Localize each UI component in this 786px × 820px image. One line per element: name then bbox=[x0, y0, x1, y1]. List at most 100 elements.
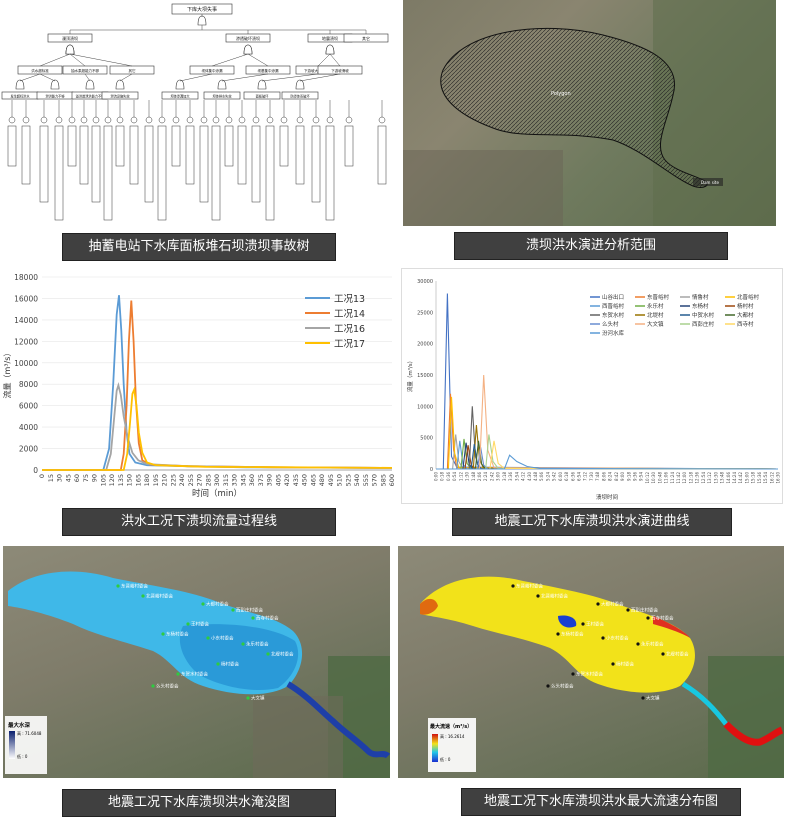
x-tick-label: 0:36 bbox=[446, 472, 451, 481]
village-marker bbox=[161, 632, 165, 636]
x-tick-label: 30 bbox=[56, 474, 64, 482]
level3-box-1-label: 泄洪能力不够 bbox=[45, 94, 65, 99]
tree-connector bbox=[261, 73, 319, 82]
basic-event-marker bbox=[378, 116, 386, 124]
x-tick-label: 225 bbox=[169, 474, 177, 486]
village-label: 杨村委会 bbox=[616, 661, 634, 668]
y-tick-label: 15000 bbox=[417, 373, 433, 379]
legend-label: 汾河水库 bbox=[602, 329, 625, 337]
x-tick-label: 60 bbox=[73, 474, 81, 482]
legend-label: 西彭庄村 bbox=[692, 320, 715, 328]
village-label: 大文镇 bbox=[646, 695, 660, 702]
x-tick-label: 240 bbox=[178, 474, 186, 486]
village-label: 么头村委会 bbox=[551, 683, 574, 690]
tree-connector bbox=[179, 73, 213, 82]
level2-box-4-label: 坝基集中渗漏 bbox=[258, 68, 279, 73]
y-tick-label: 10000 bbox=[14, 359, 38, 368]
legend-label: 工况17 bbox=[334, 339, 365, 350]
level3-box-4 bbox=[161, 91, 199, 100]
village-marker bbox=[536, 594, 540, 598]
basic-event-marker bbox=[326, 116, 334, 124]
y-tick-label: 0 bbox=[430, 467, 433, 473]
flow-chart-panel: 0 2000 4000 6000 8000 10000 12000 14000 16000 180… bbox=[0, 265, 396, 500]
x-tick-label: 0:00 bbox=[434, 472, 439, 481]
x-tick-label: 9:18 bbox=[626, 472, 631, 481]
x-tick-label: 12:18 bbox=[688, 472, 693, 484]
inundation-caption: 地震工况下水库溃坝洪水淹没图 bbox=[62, 789, 336, 817]
basic-event-box bbox=[79, 125, 89, 185]
basic-event-marker bbox=[296, 116, 304, 124]
village-label: 杨村委会 bbox=[221, 661, 239, 668]
flood-range-map: Polygon Dam site bbox=[403, 0, 776, 226]
level3-box-2-label: 溢洪道泄洪能力不够 bbox=[76, 94, 105, 99]
village-marker bbox=[601, 636, 605, 640]
basic-event-box bbox=[237, 125, 247, 185]
inundation-legend-high: 高 : 71.6048 bbox=[17, 730, 42, 736]
x-tick-label: 345 bbox=[239, 474, 247, 486]
tree-connector bbox=[39, 73, 56, 82]
flow-chart: 0200040006000800010000120001400016000180… bbox=[2, 273, 396, 499]
village-label: 西寺村委会 bbox=[651, 615, 674, 622]
x-tick-label: 600 bbox=[388, 474, 396, 486]
level1-box-3 bbox=[343, 33, 389, 43]
x-tick-label: 435 bbox=[292, 474, 300, 486]
y-tick-label: 6000 bbox=[19, 402, 38, 411]
inundation-svg: 最大水深 高 : 71.6048 低 : 0 东晋峪村委会北晋峪村委会大都村委会… bbox=[5, 571, 390, 778]
basic-event-box bbox=[67, 125, 77, 167]
level2-box-1-label: 抽水泵超能力不够 bbox=[71, 68, 99, 73]
level3-box-4-label: 坝体渗漏加大 bbox=[170, 94, 190, 99]
village-label: 东晋峪村委会 bbox=[516, 583, 543, 590]
legend-label: 杨村村 bbox=[737, 302, 754, 310]
level2-gate-5 bbox=[217, 79, 227, 90]
level1-box-1 bbox=[225, 33, 271, 43]
level3-box-6 bbox=[243, 91, 281, 100]
x-tick-label: 5:24 bbox=[545, 472, 550, 481]
basic-event-box bbox=[21, 125, 31, 185]
basic-event-box bbox=[344, 125, 354, 167]
level3-box-0-label: 发生超标洪水 bbox=[10, 94, 30, 99]
level2-gate-4 bbox=[175, 79, 185, 90]
x-tick-label: 3:18 bbox=[502, 472, 507, 481]
x-tick-label: 2:42 bbox=[489, 472, 494, 481]
top-or-gate bbox=[197, 15, 207, 26]
village-marker bbox=[611, 662, 615, 666]
village-marker bbox=[571, 672, 575, 676]
village-label: 西寺村委会 bbox=[256, 615, 279, 622]
y-tick-label: 0 bbox=[33, 466, 38, 475]
basic-event-marker bbox=[104, 116, 112, 124]
polygon-label: Polygon bbox=[551, 91, 571, 97]
basic-event-box bbox=[171, 125, 181, 167]
level1-box-3-label: 其它 bbox=[362, 35, 370, 41]
x-tick-label: 15:00 bbox=[744, 472, 749, 484]
tree-connector bbox=[19, 73, 41, 82]
basic-event-marker bbox=[55, 116, 63, 124]
village-label: 大文镇 bbox=[251, 695, 265, 702]
level3-box-7 bbox=[281, 91, 319, 100]
x-tick-label: 75 bbox=[82, 474, 90, 482]
x-tick-label: 270 bbox=[196, 474, 204, 486]
x-tick-label: 3:00 bbox=[496, 472, 501, 481]
basic-event-marker bbox=[40, 116, 48, 124]
basic-event-marker bbox=[252, 116, 260, 124]
y-axis-title: 流量（m³/s） bbox=[406, 358, 414, 392]
village-marker bbox=[646, 616, 650, 620]
x-tick-label: 525 bbox=[344, 474, 352, 486]
basic-event-box bbox=[224, 125, 234, 167]
village-marker bbox=[661, 652, 665, 656]
tree-connector bbox=[69, 53, 86, 67]
tree-connector bbox=[84, 73, 91, 82]
village-label: 大都村委会 bbox=[206, 601, 229, 608]
level1-box-0 bbox=[47, 33, 93, 43]
village-marker bbox=[641, 696, 645, 700]
basic-event-marker bbox=[130, 116, 138, 124]
x-tick-label: 1:48 bbox=[471, 472, 476, 481]
x-tick-label: 180 bbox=[143, 474, 151, 486]
basic-event-marker bbox=[68, 116, 76, 124]
village-label: 东杨村委会 bbox=[166, 631, 189, 638]
level3-box-5-label: 坝体排水失效 bbox=[212, 94, 232, 99]
legend-label: 西晋峪村 bbox=[602, 302, 625, 310]
y-tick-label: 20000 bbox=[417, 342, 433, 348]
tree-connector bbox=[119, 73, 133, 82]
flood-range-caption: 溃坝洪水演进分析范围 bbox=[454, 232, 728, 260]
